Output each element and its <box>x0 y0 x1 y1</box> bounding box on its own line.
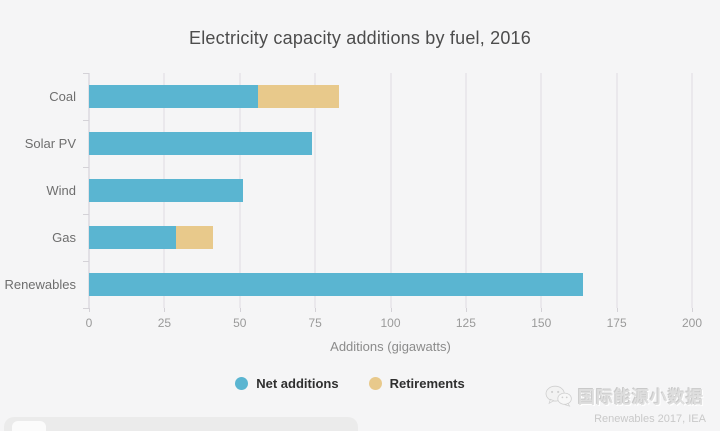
category-label: Solar PV <box>24 136 76 151</box>
bottom-card-blob <box>12 421 46 431</box>
gridline <box>464 73 467 308</box>
bar-row <box>89 179 692 202</box>
x-axis-label: Additions (gigawatts) <box>330 339 451 354</box>
category-label: Gas <box>52 230 76 245</box>
category-label: Wind <box>46 183 76 198</box>
legend-label: Net additions <box>256 376 339 391</box>
x-tick-mark <box>390 308 392 312</box>
bar-row <box>89 132 692 155</box>
y-tick-mark <box>83 308 89 309</box>
y-tick-mark <box>83 167 89 168</box>
y-tick-mark <box>83 261 89 262</box>
x-tick-mark <box>315 308 317 312</box>
bar-retirements-segment <box>257 85 340 108</box>
gridline <box>540 73 543 308</box>
gridline <box>691 73 693 308</box>
gridline <box>314 73 317 308</box>
wechat-logo-icon <box>545 385 572 407</box>
plot-area <box>88 73 693 308</box>
watermark: 国际能源小数据 <box>545 383 704 408</box>
watermark-text: 国际能源小数据 <box>578 388 704 407</box>
legend-item: Net additions <box>235 376 339 391</box>
category-label: Coal <box>49 89 76 104</box>
bar-row <box>89 226 692 249</box>
legend: Net additions Retirements <box>0 376 700 391</box>
x-tick-mark <box>89 308 90 312</box>
x-tick-label: 125 <box>455 316 476 330</box>
x-tick-mark <box>465 308 467 312</box>
y-tick-mark <box>83 73 89 74</box>
bar-row <box>89 85 692 108</box>
y-tick-mark <box>83 214 89 215</box>
x-tick-label: 150 <box>531 316 552 330</box>
x-tick-label: 50 <box>233 316 247 330</box>
x-tick-label: 25 <box>157 316 172 330</box>
legend-item: Retirements <box>368 376 465 391</box>
source-text: Renewables 2017, IEA <box>594 413 706 425</box>
y-tick-mark <box>83 120 89 121</box>
gridline <box>389 73 392 308</box>
bar-net-additions-segment <box>89 226 177 249</box>
gridline <box>615 73 618 308</box>
x-tick-mark <box>541 308 543 312</box>
category-label: Renewables <box>4 277 76 292</box>
bar-net-additions-segment <box>89 273 584 296</box>
legend-swatch-icon <box>235 377 249 390</box>
legend-label: Retirements <box>389 376 465 391</box>
legend-swatch-icon <box>368 377 382 390</box>
x-tick-label: 175 <box>606 316 627 330</box>
x-tick-label: 100 <box>380 316 401 330</box>
x-tick-mark <box>239 308 241 312</box>
bottom-card-edge <box>4 417 358 431</box>
bar-row <box>89 273 692 296</box>
chart-title: Electricity capacity additions by fuel, … <box>189 28 531 48</box>
bar-net-additions-segment <box>89 132 313 155</box>
x-tick-mark <box>164 308 166 312</box>
bar-retirements-segment <box>176 226 213 249</box>
x-tick-mark <box>616 308 618 312</box>
x-tick-mark <box>692 308 693 312</box>
x-tick-label: 0 <box>85 316 93 330</box>
bar-net-additions-segment <box>89 85 258 108</box>
x-tick-label: 200 <box>681 316 703 330</box>
x-tick-label: 75 <box>308 316 322 330</box>
bar-net-additions-segment <box>89 179 243 202</box>
